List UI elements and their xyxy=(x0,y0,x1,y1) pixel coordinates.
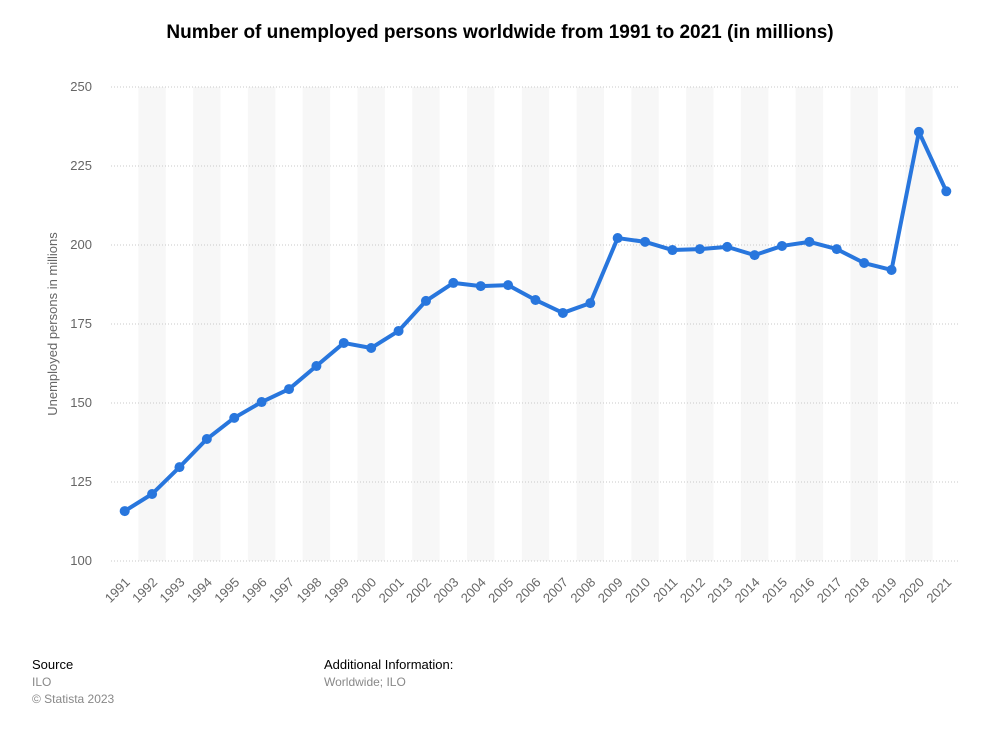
point xyxy=(776,240,787,251)
point xyxy=(338,337,349,348)
source: ILO xyxy=(32,675,51,689)
point xyxy=(749,250,760,261)
x-tick-label: 2006 xyxy=(513,575,544,606)
band-stripe xyxy=(521,87,550,561)
point xyxy=(612,233,623,244)
point xyxy=(147,489,158,500)
x-tick-label: 1996 xyxy=(239,575,270,606)
x-tick-label: 1994 xyxy=(184,575,215,606)
band-stripe xyxy=(302,87,331,561)
y-tick-label: 100 xyxy=(70,553,92,568)
plot-area: 1001251501752002252501991199219931994199… xyxy=(70,79,960,606)
y-tick-label: 150 xyxy=(70,395,92,410)
point xyxy=(859,258,870,269)
x-tick-label: 2015 xyxy=(759,575,790,606)
point xyxy=(530,294,541,305)
x-tick-label: 2012 xyxy=(677,575,708,606)
point xyxy=(119,506,130,517)
band-stripe xyxy=(138,87,166,561)
point xyxy=(941,186,952,197)
band-stripe xyxy=(740,87,769,561)
point xyxy=(475,281,486,292)
y-tick-label: 200 xyxy=(70,237,92,252)
x-tick-label: 2004 xyxy=(458,575,489,606)
x-tick-label: 2021 xyxy=(923,575,954,606)
y-tick-label: 175 xyxy=(70,316,92,331)
point xyxy=(585,298,596,309)
x-tick-label: 2020 xyxy=(896,575,927,606)
x-tick-label: 2000 xyxy=(348,575,379,606)
point xyxy=(420,295,431,306)
point xyxy=(640,236,651,247)
x-tick-label: 2007 xyxy=(540,575,571,606)
x-tick-label: 1998 xyxy=(293,575,324,606)
y-tick-label: 125 xyxy=(70,474,92,489)
x-tick-label: 1999 xyxy=(321,575,352,606)
point xyxy=(174,462,185,473)
x-tick-label: 2018 xyxy=(841,575,872,606)
copyright: © Statista 2023 xyxy=(32,692,115,706)
x-tick-label: 2019 xyxy=(869,575,900,606)
point xyxy=(831,244,842,255)
x-tick-label: 2001 xyxy=(376,575,407,606)
point xyxy=(366,343,377,354)
x-tick-label: 2013 xyxy=(704,575,735,606)
point xyxy=(256,397,267,408)
x-tick-label: 1995 xyxy=(211,575,242,606)
band-stripe xyxy=(357,87,385,561)
point xyxy=(557,307,568,318)
x-tick-label: 2009 xyxy=(595,575,626,606)
info-label: Additional Information: xyxy=(324,657,453,672)
x-tick-label: 2002 xyxy=(403,575,434,606)
point xyxy=(722,241,733,252)
x-tick-label: 2010 xyxy=(622,575,653,606)
x-tick-label: 2011 xyxy=(650,575,680,605)
point xyxy=(694,244,705,255)
x-tick-label: 2008 xyxy=(567,575,598,606)
point xyxy=(311,361,322,372)
point xyxy=(201,434,212,445)
point xyxy=(804,236,815,247)
source-label: Source xyxy=(32,657,73,672)
point xyxy=(503,280,514,291)
point xyxy=(229,412,240,423)
x-tick-label: 2014 xyxy=(732,575,763,606)
x-tick-label: 1992 xyxy=(129,575,160,606)
y-tick-label: 225 xyxy=(70,158,92,173)
x-tick-label: 1997 xyxy=(266,575,297,606)
band-stripe xyxy=(795,87,824,561)
info: Worldwide; ILO xyxy=(324,675,406,689)
x-tick-label: 2017 xyxy=(814,575,845,606)
point xyxy=(886,264,897,275)
x-tick-label: 1991 xyxy=(102,575,133,606)
y-axis-label: Unemployed persons in millions xyxy=(45,232,60,416)
y-tick-label: 250 xyxy=(70,79,92,94)
band-stripe xyxy=(576,87,604,561)
point xyxy=(913,126,924,137)
point xyxy=(667,245,678,256)
band-stripe xyxy=(193,87,221,561)
x-tick-label: 1993 xyxy=(157,575,188,606)
x-tick-label: 2005 xyxy=(485,575,516,606)
x-tick-label: 2016 xyxy=(786,575,817,606)
point xyxy=(448,277,459,288)
x-tick-label: 2003 xyxy=(430,575,461,606)
point xyxy=(393,325,404,336)
point xyxy=(284,384,295,395)
chart-title: Number of unemployed persons worldwide f… xyxy=(166,22,833,43)
